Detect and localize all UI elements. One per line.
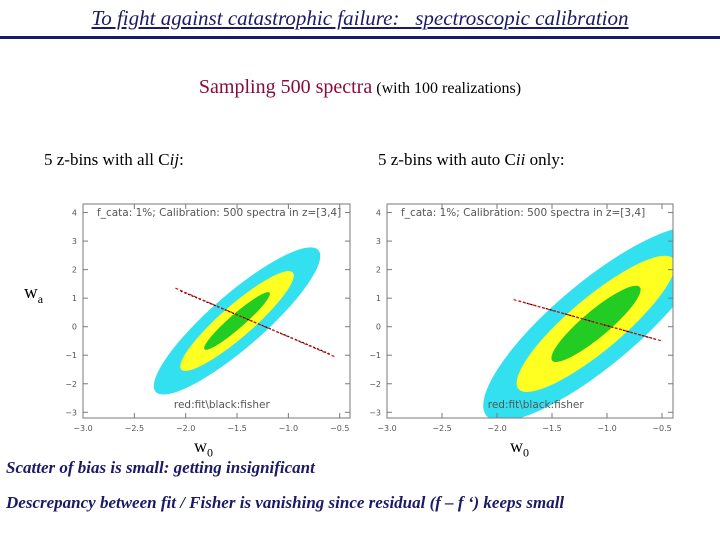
- y-axis-label-main: w: [24, 282, 38, 303]
- x-tick-label: −2.0: [487, 424, 506, 433]
- x-tick-label: −1.5: [542, 424, 561, 433]
- panel-label-left: 5 z-bins with all Cij:: [44, 150, 184, 170]
- x-axis-label-right: w0: [510, 436, 529, 461]
- x-tick-label: −1.0: [279, 424, 298, 433]
- confidence-ellipse-inner: [204, 292, 270, 350]
- x-tick-label: −1.5: [227, 424, 246, 433]
- chart-title: f_cata: 1%; Calibration: 500 spectra in …: [97, 207, 341, 219]
- y-axis-label-sub: a: [37, 291, 44, 306]
- panel-label-left-suffix: :: [179, 150, 184, 169]
- panel-label-right-var: ii: [515, 150, 526, 169]
- subtitle-sub: (with 100 realizations): [376, 80, 522, 97]
- x-tick-label: −0.5: [330, 424, 349, 433]
- panel-label-right-suffix: only:: [525, 150, 565, 169]
- y-axis-label: wa: [24, 282, 43, 307]
- panel-label-left-var: ij: [169, 150, 180, 169]
- x-axis-label-left-sub: 0: [207, 445, 213, 460]
- y-tick-label: −3: [369, 408, 381, 417]
- y-tick-label: 0: [72, 323, 77, 332]
- y-tick-label: 2: [376, 266, 381, 275]
- chart-legend-text: red:fit\black:fisher: [488, 399, 585, 411]
- plot-area-left: [153, 247, 335, 395]
- fit-line: [175, 287, 335, 358]
- y-tick-label: 1: [72, 294, 77, 303]
- y-tick-label: −3: [65, 408, 77, 417]
- y-tick-label: 2: [72, 266, 77, 275]
- y-tick-label: −2: [65, 380, 77, 389]
- plot-frame: [386, 203, 674, 419]
- x-tick-label: −3.0: [73, 424, 92, 433]
- x-tick-label: −2.0: [176, 424, 195, 433]
- y-tick-label: 3: [72, 237, 77, 246]
- x-axis-label-right-main: w: [510, 436, 523, 456]
- slide-title: To fight against catastrophic failure: s…: [91, 6, 629, 30]
- y-tick-label: 3: [376, 237, 381, 246]
- x-tick-label: −2.5: [432, 424, 451, 433]
- y-tick-label: −1: [369, 351, 381, 360]
- x-tick-label: −1.0: [597, 424, 616, 433]
- note-descrepancy: Descrepancy between fit / Fisher is vani…: [6, 493, 565, 512]
- chart-right: −3.0 −2.5 −2.0 −1.5 −1.0 −0.5 −3 −2 −1 0 1 2 3 4 f_cat…: [369, 203, 674, 433]
- x-tick-label: −3.0: [377, 424, 396, 433]
- chart-left: −3.0 −2.5 −2.0 −1.5 −1.0 −0.5 −3 −2 −1 0 1 2 3 4 f_cat…: [65, 203, 351, 433]
- x-axis-label-left-main: w: [194, 436, 207, 456]
- plot-frame: [82, 203, 351, 419]
- y-tick-label: 4: [376, 209, 381, 218]
- y-tick-label: 0: [376, 323, 381, 332]
- x-axis-label-right-sub: 0: [523, 445, 529, 460]
- panel-label-right: 5 z-bins with auto Cii only:: [378, 150, 565, 170]
- plot-area-right: [483, 226, 673, 418]
- panel-label-left-prefix: 5 z-bins with all C: [44, 150, 170, 169]
- subtitle-main: Sampling 500 spectra: [198, 76, 373, 98]
- note-scatter: Scatter of bias is small: getting insign…: [6, 458, 315, 477]
- subtitle: Sampling 500 spectra (with 100 realizati…: [0, 76, 720, 99]
- y-tick-label: 1: [376, 294, 381, 303]
- confidence-ellipse-inner: [551, 285, 641, 362]
- x-tick-label: −2.5: [125, 424, 144, 433]
- chart-legend-text: red:fit\black:fisher: [174, 399, 271, 411]
- title-underline-rule: [0, 36, 720, 39]
- y-tick-label: 4: [72, 209, 77, 218]
- x-tick-label: −0.5: [652, 424, 671, 433]
- fit-line: [513, 299, 663, 342]
- y-tick-label: −1: [65, 351, 77, 360]
- panel-label-right-prefix: 5 z-bins with auto C: [378, 150, 516, 169]
- y-tick-label: −2: [369, 380, 381, 389]
- chart-title: f_cata: 1%; Calibration: 500 spectra in …: [401, 207, 645, 219]
- x-axis-label-left: w0: [194, 436, 213, 461]
